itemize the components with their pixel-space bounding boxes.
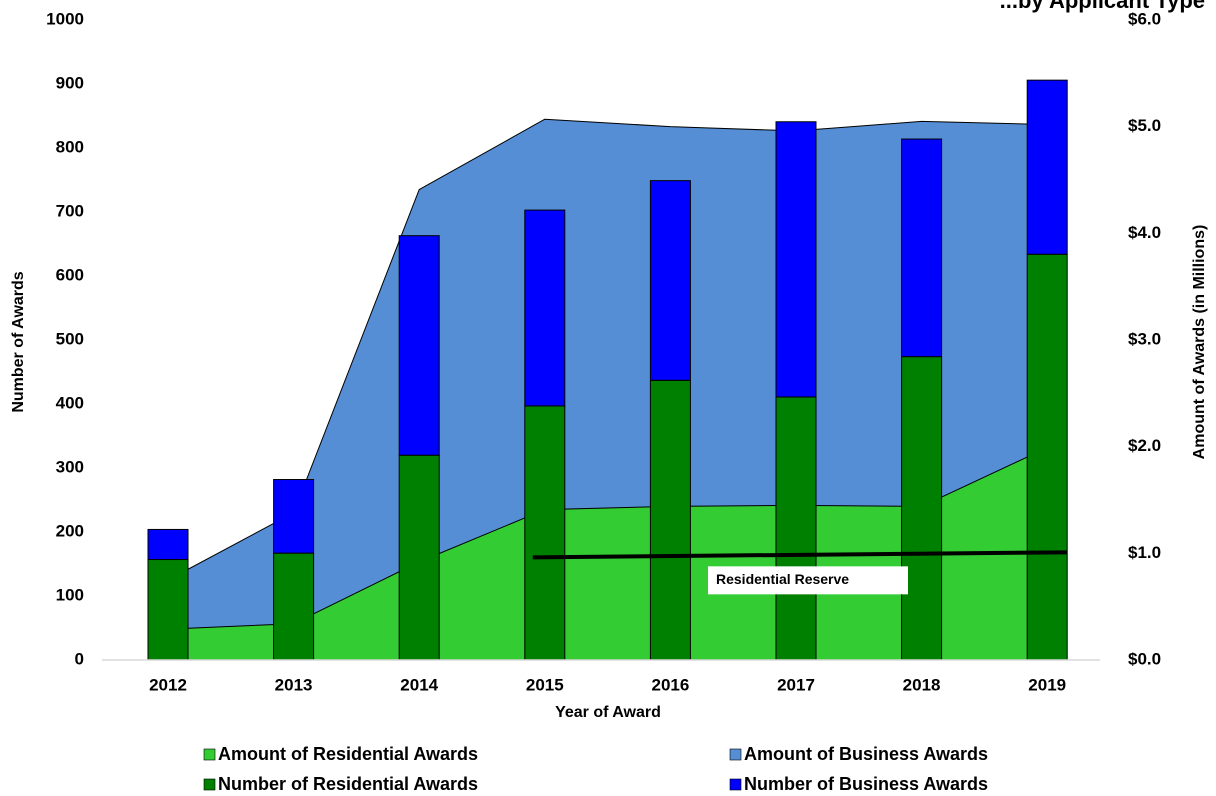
bar-number-of-residential-awards-2019: [1026, 253, 1068, 661]
area-amount-of-residential-awards: [168, 447, 1048, 660]
legend-swatch-amount-of-business-awards: [729, 748, 742, 761]
y2-tick-label: $1.0: [1128, 543, 1161, 562]
bar-number-of-residential-awards-2017: [775, 396, 817, 661]
right-axis: $0.0 $1.0 $2.0 $3.0 $4.0 $5.0 $6.0: [1128, 9, 1161, 668]
x-tick-label: 2013: [275, 675, 313, 694]
y-tick-label: 1000: [46, 9, 84, 28]
y2-axis-title: Amount of Awards (in Millions): [1191, 225, 1208, 460]
y2-tick-label: $5.0: [1128, 116, 1161, 135]
x-tick-label: 2019: [1028, 675, 1066, 694]
residential-reserve-line: [532, 550, 1068, 560]
y-tick-label: 0: [75, 649, 84, 668]
bar-number-of-business-awards-2019: [1026, 79, 1068, 255]
x-axis: 2012 2013 2014 2015 2016 2017 2018 2019: [149, 675, 1066, 694]
y-tick-label: 700: [56, 201, 84, 220]
y2-tick-label: $2.0: [1128, 436, 1161, 455]
y2-tick-label: $0.0: [1128, 649, 1161, 668]
bar-number-of-business-awards-2018: [901, 138, 943, 358]
y-tick-label: 400: [56, 393, 84, 412]
bar-number-of-residential-awards-2018: [901, 356, 943, 661]
x-axis-title: Year of Award: [555, 704, 661, 721]
chart-title: ...by Applicant Type: [1000, 0, 1205, 13]
y2-tick-label: $4.0: [1128, 223, 1161, 242]
legend-label-number-of-residential-awards: Number of Residential Awards: [218, 774, 478, 794]
bar-number-of-business-awards-2014: [398, 235, 440, 456]
residential-reserve-label-box: [708, 566, 908, 595]
y-tick-label: 900: [56, 73, 84, 92]
y-tick-label: 300: [56, 457, 84, 476]
bar-number-of-residential-awards-2013: [273, 552, 315, 661]
bar-number-of-business-awards-2017: [775, 121, 817, 398]
x-tick-label: 2018: [903, 675, 941, 694]
bar-number-of-business-awards-2013: [273, 479, 315, 554]
legend-swatch-number-of-business-awards: [729, 778, 742, 791]
bar-number-of-residential-awards-2016: [649, 379, 691, 661]
bar-layer: [147, 79, 1068, 661]
y-tick-label: 800: [56, 137, 84, 156]
y-axis-title: Number of Awards: [10, 271, 27, 412]
x-tick-label: 2012: [149, 675, 187, 694]
legend-swatch-amount-of-residential-awards: [203, 748, 216, 761]
x-tick-label: 2016: [651, 675, 689, 694]
legend-swatch-number-of-residential-awards: [203, 778, 216, 791]
bar-number-of-residential-awards-2015: [524, 405, 566, 661]
bar-number-of-residential-awards-2012: [147, 559, 189, 661]
legend: Amount of Residential Awards Amount of Bu…: [203, 744, 988, 794]
y-tick-label: 200: [56, 521, 84, 540]
residential-reserve-label: Residential Reserve: [716, 571, 849, 587]
bar-number-of-business-awards-2015: [524, 209, 566, 407]
annotation-layer: Residential Reserve: [532, 550, 1068, 595]
legend-label-amount-of-business-awards: Amount of Business Awards: [744, 744, 988, 764]
x-tick-label: 2017: [777, 675, 815, 694]
x-tick-label: 2014: [400, 675, 438, 694]
area-layer: [167, 118, 1048, 660]
legend-label-number-of-business-awards: Number of Business Awards: [744, 774, 988, 794]
bar-number-of-business-awards-2012: [147, 528, 189, 561]
y-tick-label: 500: [56, 329, 84, 348]
y-tick-label: 100: [56, 585, 84, 604]
y2-tick-label: $6.0: [1128, 9, 1161, 28]
x-tick-label: 2015: [526, 675, 564, 694]
legend-label-amount-of-residential-awards: Amount of Residential Awards: [218, 744, 478, 764]
bar-number-of-business-awards-2016: [649, 180, 691, 381]
left-axis: 0 100 200 300 400 500 600 700 800 900 1000: [46, 9, 84, 668]
y2-tick-label: $3.0: [1128, 329, 1161, 348]
y-tick-label: 600: [56, 265, 84, 284]
bar-number-of-residential-awards-2014: [398, 454, 440, 661]
